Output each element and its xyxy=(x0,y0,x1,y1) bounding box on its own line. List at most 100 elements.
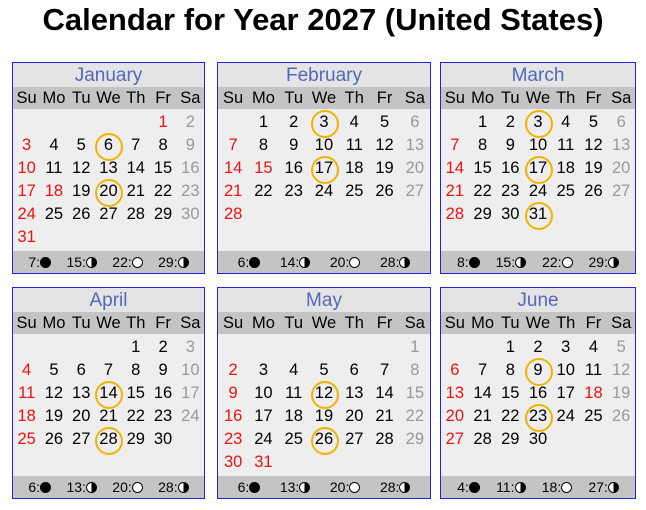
day-cell: 4 xyxy=(588,338,599,356)
week-row: 23 24 25 26 27 28 29 xyxy=(218,426,430,455)
moon-phase-item: 28: xyxy=(380,479,411,495)
weekday-label: Th xyxy=(556,89,576,107)
empty-cell xyxy=(95,111,122,134)
empty-cell xyxy=(309,336,339,359)
day-cell: 7 xyxy=(379,361,390,379)
day-cell: 9 xyxy=(505,136,515,154)
moon-day: 20: xyxy=(329,479,350,495)
week-row: 16 17 18 19 20 21 22 xyxy=(218,405,430,428)
day-cell: 25 xyxy=(44,205,64,223)
full-moon-icon xyxy=(131,257,143,268)
day-cell: 23 xyxy=(181,182,200,200)
day-cell: 10 xyxy=(254,384,273,402)
weekday-label: Mo xyxy=(42,314,66,332)
day-cell: 17 xyxy=(254,407,273,425)
moon-day: 29: xyxy=(158,254,178,270)
day-cell: 19 xyxy=(375,159,394,177)
day-cell: 6 xyxy=(76,361,86,379)
day-cell: 9 xyxy=(228,384,238,402)
empty-cell xyxy=(40,226,67,249)
day-cell: 10 xyxy=(528,136,548,154)
weekday-label: Sa xyxy=(180,314,201,332)
day-cell: 17 xyxy=(556,384,575,402)
empty-cell xyxy=(248,336,278,359)
new-moon-icon xyxy=(468,482,480,493)
new-moon-icon xyxy=(40,257,52,268)
moon-phase-item: 15: xyxy=(66,254,97,270)
day-cell: 30 xyxy=(153,430,173,448)
week-row: 24 25 26 27 28 29 30 xyxy=(13,203,204,226)
day-cell: 2 xyxy=(158,338,168,356)
day-cell: 29 xyxy=(126,430,145,448)
weekday-label: Th xyxy=(344,314,364,332)
month-name: February xyxy=(218,63,430,87)
day-cell: 31 xyxy=(524,201,553,230)
day-cell: 2 xyxy=(505,113,515,131)
day-grid: 1 2 3 4 5 6 7 8 9 10 11 12 13 14 15 16 17 18 19 20 21 22 23 24 2… xyxy=(218,334,430,474)
weekday-label: We xyxy=(311,314,337,332)
empty-cell xyxy=(607,203,635,226)
moon-phase-item: 6: xyxy=(238,479,261,495)
weekday-label: Sa xyxy=(404,314,425,332)
weekday-label: Tu xyxy=(71,89,91,107)
day-cell: 2 xyxy=(533,338,543,356)
day-cell: 21 xyxy=(445,182,465,200)
empty-cell xyxy=(68,226,95,249)
last-quarter-moon-icon xyxy=(607,257,619,268)
moon-phase-item: 11: xyxy=(496,479,526,495)
day-cell: 20 xyxy=(95,178,124,207)
week-row: 2 3 4 5 6 7 8 xyxy=(218,359,430,382)
empty-cell xyxy=(369,451,399,474)
week-row: 9 10 11 12 13 14 15 xyxy=(218,380,430,409)
empty-cell xyxy=(177,428,204,451)
week-row: 6 7 8 9 10 11 12 xyxy=(441,357,635,386)
month-name: June xyxy=(441,288,635,312)
weekday-label: We xyxy=(525,314,551,332)
day-cell: 5 xyxy=(319,361,329,379)
weekday-label: Th xyxy=(344,89,364,107)
moon-day: 7: xyxy=(28,254,41,270)
day-cell: 23 xyxy=(524,403,553,432)
month-panel-may: May Su Mo Tu We Th Fr Sa 1 2 3 4 5 6 7 8 9 10 11 12 13 14 15 16… xyxy=(217,287,431,499)
day-cell: 8 xyxy=(158,136,168,154)
day-cell: 4 xyxy=(49,136,59,154)
day-cell: 14 xyxy=(375,384,394,402)
day-cell: 4 xyxy=(561,113,571,131)
week-row: 21 22 23 24 25 26 27 xyxy=(441,180,635,203)
moon-day: 18: xyxy=(541,479,562,495)
weekday-label: Th xyxy=(126,89,146,107)
day-cell: 27 xyxy=(345,430,364,448)
day-cell: 13 xyxy=(611,136,631,154)
day-cell: 22 xyxy=(473,182,492,200)
last-quarter-moon-icon xyxy=(177,482,189,493)
new-moon-icon xyxy=(468,257,480,268)
day-cell: 17 xyxy=(309,155,340,184)
week-row: 14 15 16 17 18 19 20 xyxy=(218,155,430,184)
first-quarter-moon-icon xyxy=(514,482,526,493)
month-panel-january: January Su Mo Tu We Th Fr Sa 1 2 3 4 5 6 7 8 9 10 11 12 13 14… xyxy=(12,62,205,274)
weekday-label: Fr xyxy=(585,314,602,332)
weekday-label: Sa xyxy=(611,89,632,107)
month-panel-april: April Su Mo Tu We Th Fr Sa 1 2 3 4 5 6 7 8 9 10 11 12 13 14 15… xyxy=(12,287,205,499)
week-row: 20 21 22 23 24 25 26 xyxy=(441,403,635,432)
day-cell: 24 xyxy=(314,182,334,200)
day-cell: 21 xyxy=(126,182,145,200)
moon-phase-item: 6: xyxy=(238,254,261,270)
weekday-label: Su xyxy=(16,89,37,107)
day-cell: 10 xyxy=(181,361,200,379)
month-panel-march: March Su Mo Tu We Th Fr Sa 1 2 3 4 5 6 7 8 9 10 11 12 13 14 15… xyxy=(440,62,636,274)
moon-day: 27: xyxy=(588,479,608,495)
day-cell: 20 xyxy=(611,159,631,177)
moon-phase-item: 13: xyxy=(66,479,97,495)
weekday-label: Mo xyxy=(251,89,275,107)
first-quarter-moon-icon xyxy=(515,257,527,268)
day-cell: 31 xyxy=(254,453,273,471)
week-row: 11 12 13 14 15 16 17 xyxy=(13,380,204,409)
day-cell: 10 xyxy=(17,159,36,177)
moon-phases: 6: 14: 20: 28: xyxy=(218,251,430,273)
day-cell: 15 xyxy=(473,159,492,177)
weekday-label: Sa xyxy=(611,314,632,332)
